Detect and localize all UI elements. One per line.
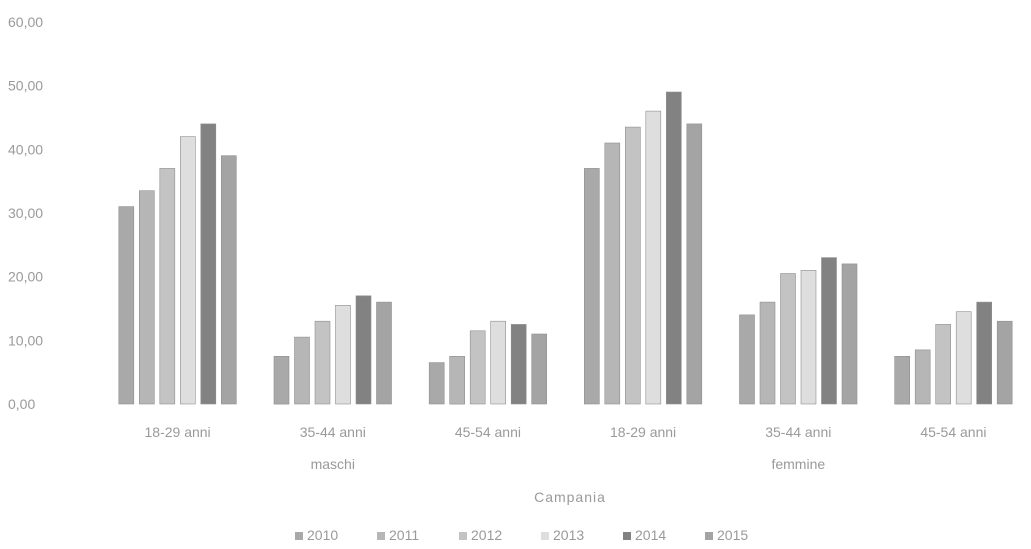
x-axis-categories: 18-29 anni 35-44 anni 45-54 anni 18-29 anni… [145, 424, 987, 440]
y-tick-label: 40,00 [8, 141, 43, 157]
bar-2014-5 [976, 301, 993, 405]
bar-2011-1 [294, 336, 310, 405]
legend: 2010 2011 2012 2013 2014 2015 [295, 527, 748, 543]
bar-2013-1 [335, 304, 351, 405]
bar-2012-2 [469, 330, 486, 405]
x-axis-groups: maschi femmine [311, 456, 826, 472]
legend-label: 2015 [717, 527, 748, 543]
bar-2011-3 [604, 142, 621, 405]
legend-swatch [459, 532, 467, 540]
x-category-label: 35-44 anni [765, 424, 831, 440]
bar-2013-2 [490, 320, 507, 405]
legend-swatch [623, 532, 631, 540]
legend-swatch [377, 532, 385, 540]
legend-label: 2010 [307, 527, 338, 543]
bar-2014-1 [355, 295, 372, 405]
bar-2015-5 [996, 320, 1013, 405]
legend-swatch [705, 532, 713, 540]
bar-2015-3 [686, 123, 703, 405]
legend-label: 2011 [389, 527, 419, 543]
y-axis: 0,00 10,00 20,00 30,00 40,00 50,00 60,00 [8, 14, 43, 412]
x-category-label: 45-54 anni [455, 424, 521, 440]
bar-2010-5 [894, 355, 911, 405]
bar-2013-0 [180, 136, 196, 405]
bar-2010-4 [739, 314, 755, 405]
bar-2013-3 [645, 110, 662, 405]
bar-2010-2 [428, 362, 445, 405]
bar-2011-5 [914, 349, 931, 405]
bar-2010-3 [583, 168, 600, 405]
x-category-label: 18-29 anni [610, 424, 676, 440]
y-tick-label: 20,00 [8, 269, 43, 285]
legend-label: 2014 [635, 527, 666, 543]
bar-2012-0 [159, 168, 176, 405]
y-tick-label: 0,00 [8, 396, 35, 412]
bar-2014-3 [665, 91, 682, 405]
bar-2010-1 [273, 355, 290, 405]
bar-2014-2 [510, 324, 527, 405]
bar-2012-5 [935, 324, 952, 405]
bar-2012-3 [624, 126, 641, 405]
bar-2011-4 [759, 301, 776, 405]
bar-2012-4 [780, 273, 796, 405]
bar-2011-2 [449, 355, 466, 405]
bar-2013-4 [800, 269, 817, 405]
bar-2015-1 [376, 301, 392, 405]
y-tick-label: 30,00 [8, 205, 43, 221]
bar-2015-0 [221, 155, 237, 405]
bar-2013-5 [955, 311, 972, 405]
bar-2015-2 [531, 333, 548, 405]
x-category-label: 35-44 anni [300, 424, 366, 440]
bar-2014-0 [200, 123, 217, 405]
bar-2015-4 [841, 263, 858, 405]
y-tick-label: 50,00 [8, 78, 43, 94]
y-tick-label: 10,00 [8, 332, 43, 348]
legend-label: 2013 [553, 527, 584, 543]
bar-2014-4 [821, 257, 837, 405]
legend-swatch [295, 532, 303, 540]
bar-2012-1 [314, 320, 331, 405]
bar-2011-0 [139, 190, 155, 405]
legend-label: 2012 [471, 527, 502, 543]
plot-area [118, 91, 1013, 405]
bar-2010-0 [118, 206, 135, 405]
x-group-label: maschi [311, 456, 355, 472]
x-group-label: femmine [771, 456, 825, 472]
legend-swatch [541, 532, 549, 540]
x-axis-title: Campania [534, 489, 606, 505]
x-category-label: 18-29 anni [145, 424, 211, 440]
y-tick-label: 60,00 [8, 14, 43, 30]
x-category-label: 45-54 anni [920, 424, 986, 440]
